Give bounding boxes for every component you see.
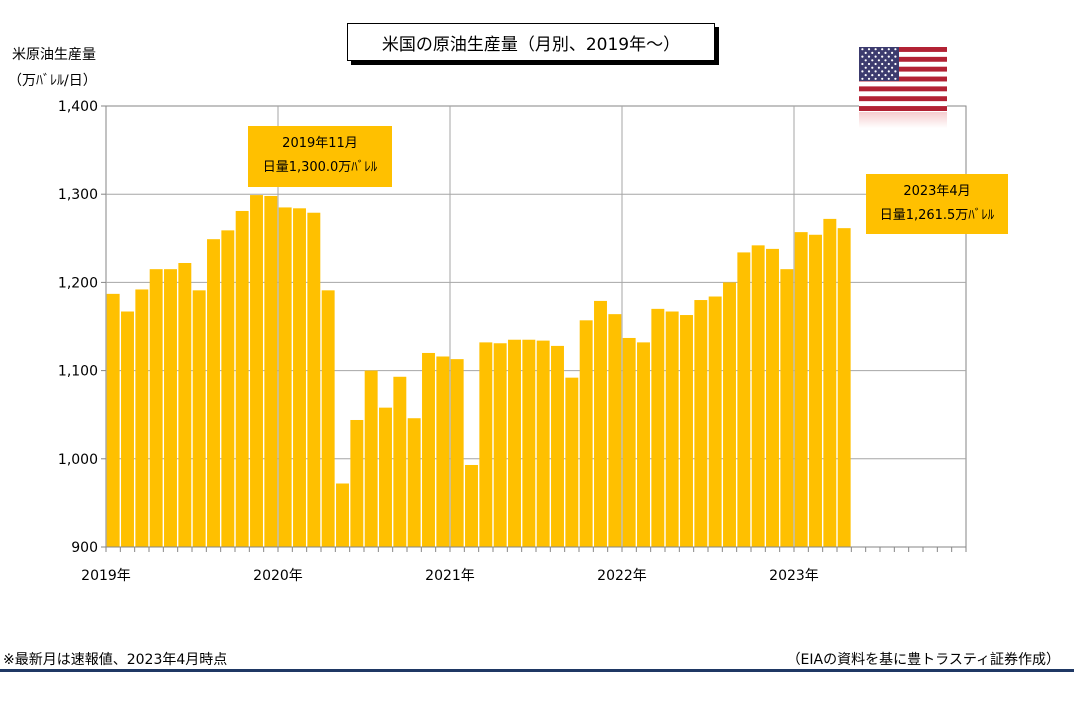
- bar: [680, 315, 693, 547]
- plot-area: [105, 105, 967, 548]
- bar: [364, 370, 378, 547]
- bar: [293, 208, 306, 547]
- y-tick-label: 1,200: [58, 275, 98, 291]
- bar: [307, 212, 321, 548]
- y-axis-ticks: 900 1,000 1,100 1,200 1,300 1,400: [58, 99, 106, 556]
- annotation-latest-date: 2023年4月: [903, 184, 971, 199]
- x-tick-label: 2020年: [253, 568, 303, 584]
- bar: [780, 269, 794, 547]
- x-tick-label: 2023年: [769, 568, 819, 584]
- annotation-peak: 2019年11月 日量1,300.0万ﾊﾞﾚﾙ: [248, 126, 392, 187]
- bar: [336, 483, 349, 547]
- y-tick-label: 1,300: [58, 187, 98, 203]
- bar: [192, 290, 206, 547]
- bar: [350, 419, 364, 547]
- bar: [508, 339, 521, 547]
- bar: [149, 269, 163, 547]
- y-tick-label: 900: [71, 540, 98, 556]
- bar: [737, 252, 751, 548]
- bar: [594, 300, 607, 547]
- bar: [106, 293, 120, 547]
- x-tick-label: 2022年: [597, 568, 647, 584]
- y-axis-unit: （万ﾊﾞﾚﾙ/日）: [8, 73, 97, 89]
- bar: [321, 290, 335, 547]
- bottom-divider: [0, 669, 1074, 672]
- x-tick-label: 2021年: [425, 568, 475, 584]
- bar: [135, 289, 149, 547]
- bar: [121, 311, 134, 547]
- bar: [522, 339, 536, 547]
- bar: [536, 340, 550, 547]
- us-flag-icon: [859, 47, 947, 111]
- y-tick-label: 1,000: [58, 452, 98, 468]
- bar: [465, 464, 478, 547]
- bar: [235, 210, 249, 547]
- bar: [622, 337, 636, 547]
- bar: [565, 377, 579, 547]
- annotation-peak-date: 2019年11月: [282, 136, 358, 151]
- bar: [379, 407, 392, 547]
- bar: [665, 311, 679, 547]
- bar: [207, 239, 220, 547]
- bar: [608, 314, 622, 547]
- bar: [766, 248, 779, 547]
- bar: [708, 296, 722, 547]
- x-tick-label: 2019年: [81, 568, 131, 584]
- bar: [450, 359, 464, 547]
- bars: [106, 195, 851, 548]
- bar: [837, 228, 851, 548]
- annotation-latest-value: 日量1,261.5万ﾊﾞﾚﾙ: [879, 208, 995, 223]
- footnote-credit: （EIAの資料を基に豊トラスティ証券作成）: [786, 652, 1060, 668]
- bar: [221, 230, 235, 547]
- bar: [264, 195, 278, 548]
- bar: [493, 343, 507, 547]
- y-tick-label: 1,400: [58, 99, 98, 115]
- chart-title: 米国の原油生産量（月別、2019年～）: [347, 23, 715, 61]
- footnote-source-note: ※最新月は速報値、2023年4月時点: [3, 652, 228, 668]
- bar: [794, 232, 808, 547]
- bar: [551, 345, 564, 547]
- horizontal-gridlines: [106, 193, 966, 460]
- annotation-peak-value: 日量1,300.0万ﾊﾞﾚﾙ: [262, 160, 378, 175]
- flag-reflection: [859, 112, 947, 128]
- bar: [164, 269, 177, 547]
- bar: [278, 207, 292, 547]
- y-tick-label: 1,100: [58, 364, 98, 380]
- x-axis-ticks: 2019年 2020年 2021年 2022年 2023年: [81, 546, 967, 584]
- bar: [393, 376, 407, 547]
- bar: [250, 195, 263, 547]
- bar: [637, 342, 650, 547]
- bar: [751, 245, 765, 547]
- bar: [809, 234, 822, 547]
- bar: [651, 308, 665, 547]
- bar: [422, 352, 435, 547]
- y-axis-label: 米原油生産量: [12, 47, 96, 63]
- annotation-latest: 2023年4月 日量1,261.5万ﾊﾞﾚﾙ: [866, 174, 1008, 234]
- bar: [436, 356, 450, 547]
- bar: [723, 282, 736, 547]
- bar: [407, 418, 421, 547]
- bar: [178, 262, 192, 547]
- bar: [823, 218, 837, 547]
- bar: [479, 342, 493, 547]
- bar: [694, 300, 708, 547]
- bar: [579, 320, 593, 547]
